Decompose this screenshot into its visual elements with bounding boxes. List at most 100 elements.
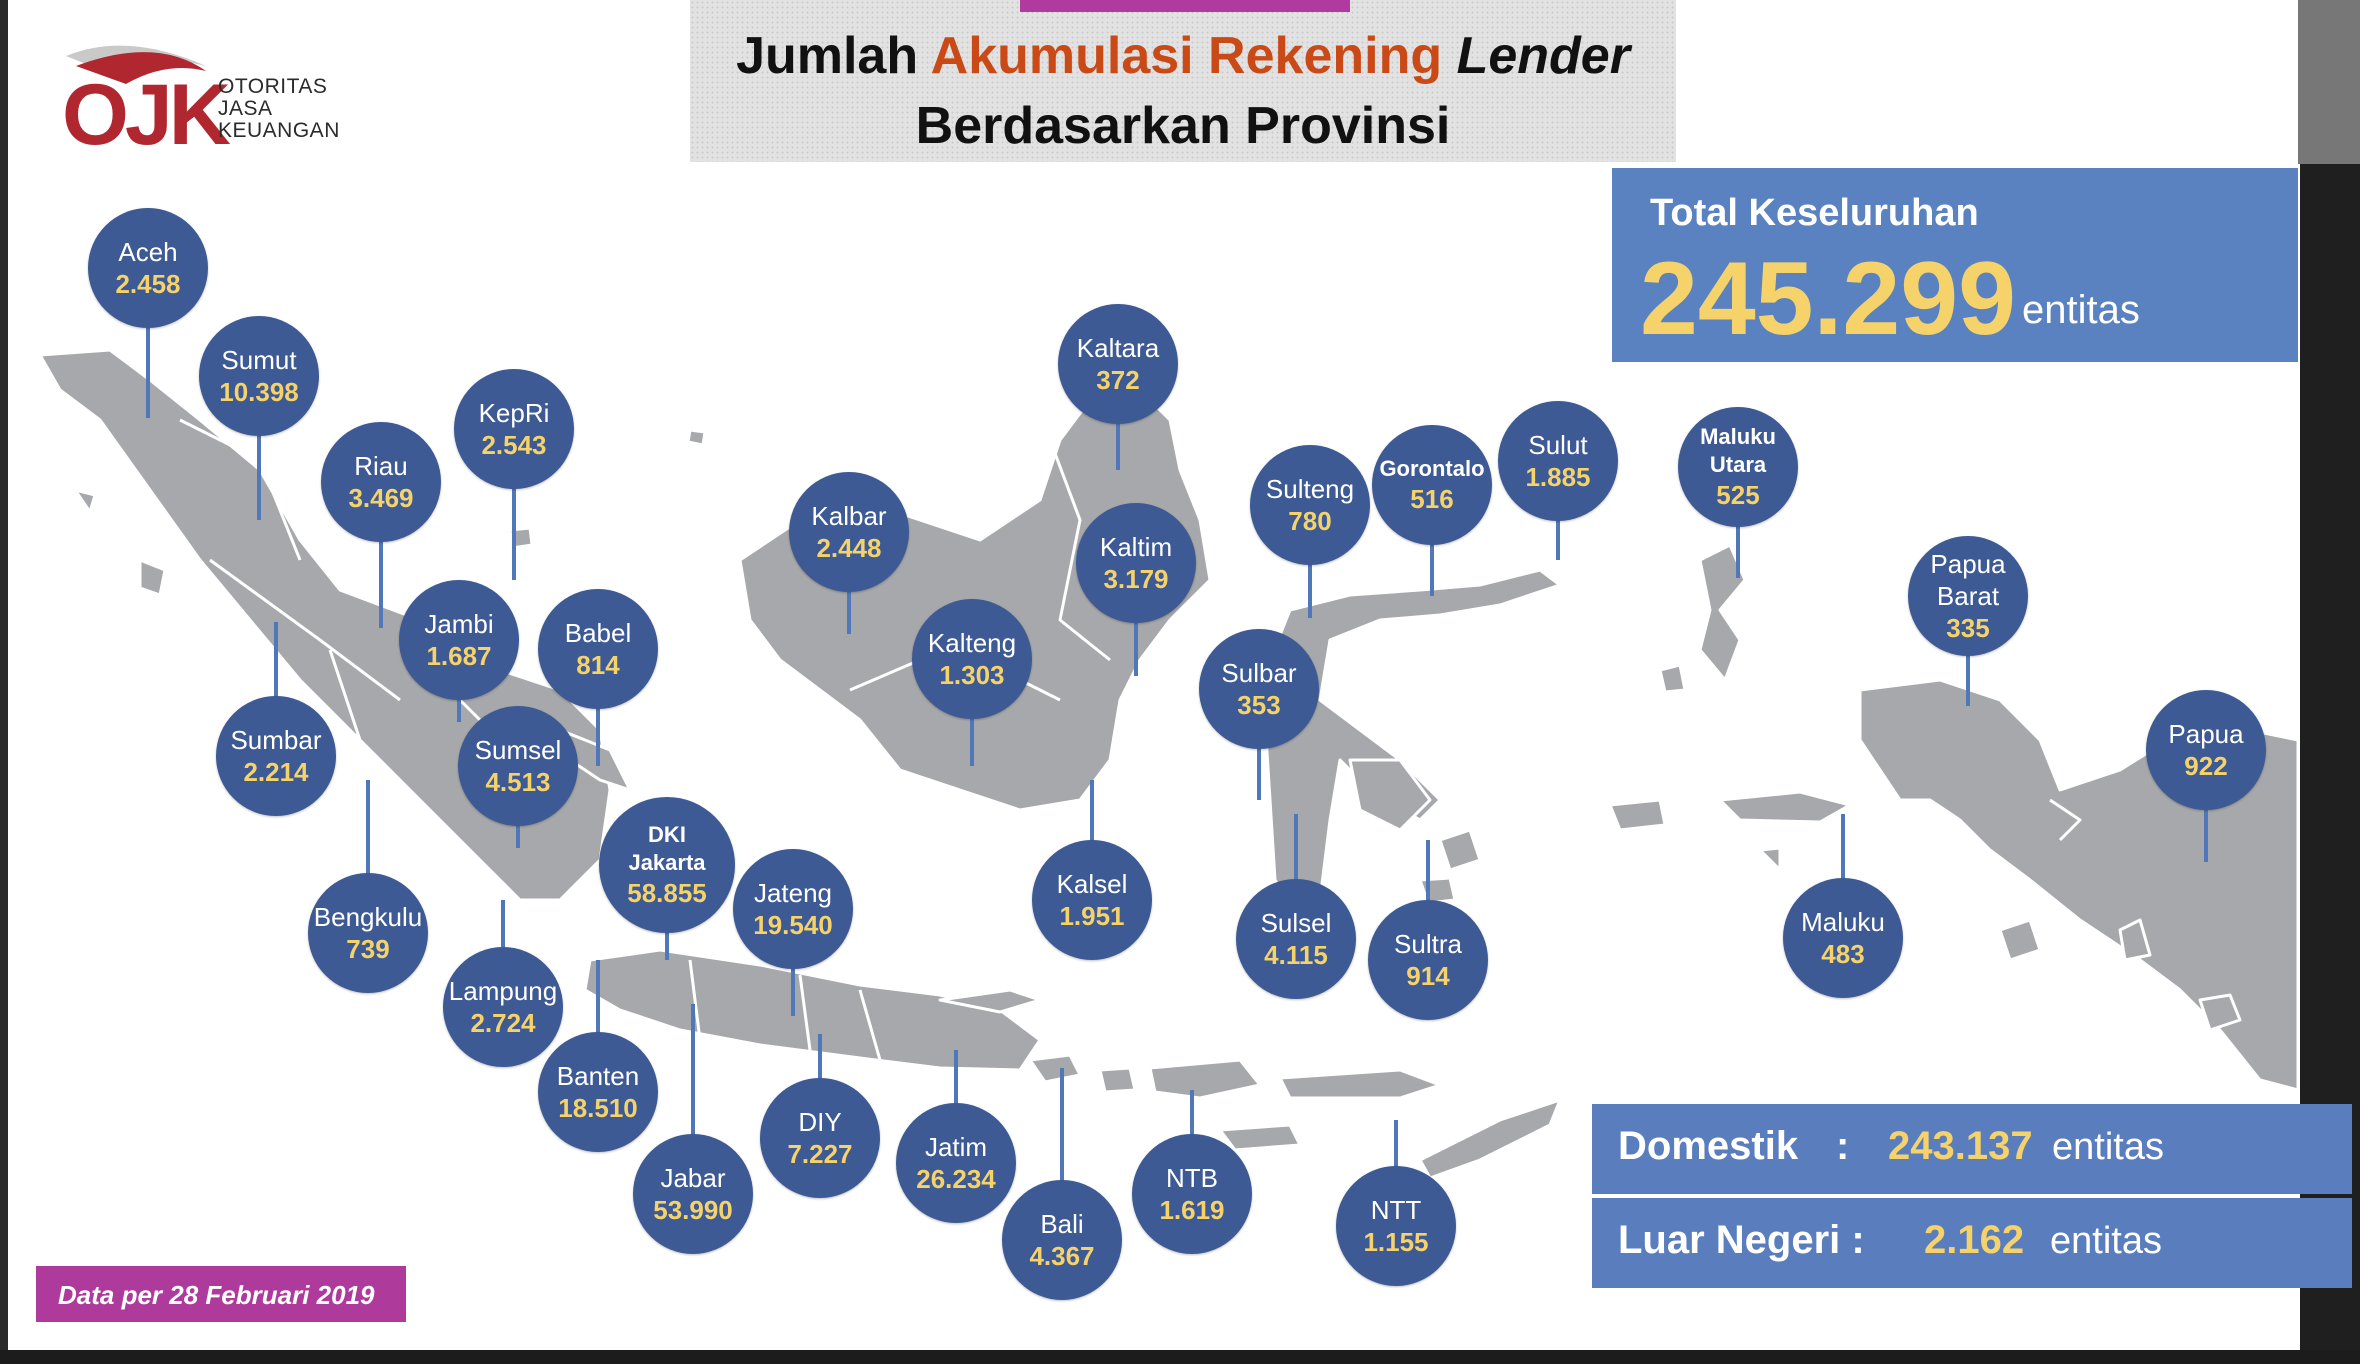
province-bubble-sulteng: Sulteng 780 [1250,445,1370,565]
island-lombok [1098,1066,1137,1094]
province-value-sulsel: 4.115 [1264,940,1328,970]
window-frame-right-top [2298,0,2360,164]
province-value-sumut: 10.398 [219,377,299,407]
province-bubble-sulsel: Sulsel 4.115 [1236,879,1356,999]
luar-negeri-value: 2.162 [1924,1218,2025,1262]
province-bubble-ntt: NTT 1.155 [1336,1166,1456,1286]
province-name-aceh: Aceh [118,237,178,267]
province-value-dki: 58.855 [627,878,707,908]
province-name-kaltim: Kaltim [1099,532,1173,562]
province-name-ntb: NTB [1166,1163,1218,1193]
island-bali [1028,1053,1082,1084]
province-name-jateng: Jateng [753,878,833,908]
province-name-pabar-1: Barat [1936,581,2000,611]
stem-bali [1060,1068,1064,1240]
province-value-jateng: 19.540 [753,910,833,940]
province-value-kalteng: 1.303 [939,660,1005,690]
province-name-pabar-0: Papua [1930,549,2006,579]
stem-jabar [691,1004,695,1194]
province-bubble-sulut: Sulut 1.885 [1498,401,1618,521]
province-value-ntb: 1.619 [1159,1195,1225,1225]
date-note: Data per 28 Februari 2019 [58,1280,375,1310]
province-value-pabar: 335 [1946,613,1990,643]
island-buru [1608,798,1667,832]
province-bubble-dki: DKI Jakarta 58.855 [599,797,735,933]
province-name-kaltara: Kaltara [1076,333,1160,363]
domestik-box: Domestik : 243.137 entitas [1592,1104,2352,1194]
province-value-diy: 7.227 [787,1139,853,1169]
province-bubble-lampung: Lampung 2.724 [443,947,563,1067]
province-value-sultra: 914 [1406,961,1450,991]
title-part-1: Jumlah [736,27,931,85]
province-bubble-pabar: Papua Barat 335 [1908,536,2028,656]
province-bubble-sumsel: Sumsel 4.513 [458,706,578,826]
province-value-jabar: 53.990 [653,1195,733,1225]
province-name-kalsel: Kalsel [1056,869,1128,899]
title-accent-bar [1020,0,1350,12]
province-name-papua: Papua [2168,719,2244,749]
page-subtitle: Berdasarkan Provinsi [915,97,1451,155]
province-name-dki-1: Jakarta [628,850,706,875]
province-name-bali: Bali [1040,1209,1084,1239]
title-part-3: Lender [1456,27,1630,85]
province-name-sulbar: Sulbar [1221,658,1297,688]
province-value-jatim: 26.234 [916,1164,996,1194]
province-name-dki-0: DKI [648,822,686,847]
province-name-sulut: Sulut [1528,430,1588,460]
island-timor [1418,1098,1562,1180]
province-value-lampung: 2.724 [470,1008,536,1038]
province-value-sulteng: 780 [1288,506,1332,536]
province-name-diy: DIY [798,1107,842,1137]
province-bubble-kalteng: Kalteng 1.303 [912,599,1032,719]
domestik-value: 243.137 [1888,1124,2033,1168]
province-value-jambi: 1.687 [426,641,492,671]
province-bubble-kalsel: Kalsel 1.951 [1032,840,1152,960]
province-name-sumut: Sumut [221,345,297,375]
stem-kepri [512,429,516,580]
province-name-sumsel: Sumsel [474,735,562,765]
province-value-banten: 18.510 [558,1093,638,1123]
province-bubble-kepri: KepRi 2.543 [454,369,574,489]
province-value-sumsel: 4.513 [485,767,551,797]
province-name-kalbar: Kalbar [811,501,887,531]
province-value-bali: 4.367 [1029,1241,1095,1271]
province-name-lampung: Lampung [448,976,558,1006]
province-bubble-kaltim: Kaltim 3.179 [1076,503,1196,623]
date-note-box: Data per 28 Februari 2019 [36,1266,406,1322]
province-bubble-gorontalo: Gorontalo 516 [1372,425,1492,545]
province-value-babel: 814 [576,650,620,680]
province-name-sumbar: Sumbar [230,725,322,755]
title-box: Jumlah Akumulasi Rekening Lender Berdasa… [690,0,1676,162]
province-name-jatim: Jatim [924,1132,988,1162]
province-bubble-sumut: Sumut 10.398 [199,316,319,436]
province-bubble-diy: DIY 7.227 [760,1078,880,1198]
province-name-sultra: Sultra [1394,929,1462,959]
province-bubble-kaltara: Kaltara 372 [1058,304,1178,424]
province-name-jabar: Jabar [660,1163,726,1193]
island-flores [1278,1068,1442,1100]
window-frame-left [0,0,8,1364]
province-value-kaltara: 372 [1096,365,1140,395]
domestik-label: Domestik [1618,1124,1799,1168]
island-halmahera [1698,543,1747,682]
province-value-kalsel: 1.951 [1059,901,1125,931]
logo-line-2: JASA [218,97,273,120]
province-bubble-maluku: Maluku 483 [1783,878,1903,998]
ojk-logo-mark-icon: OJK [62,45,235,163]
province-name-malut-0: Maluku [1700,424,1776,449]
island-sumba [1218,1123,1302,1152]
island-java [583,948,1042,1072]
page-title: Jumlah Akumulasi Rekening Lender [690,26,1676,86]
province-name-bengkulu: Bengkulu [313,902,423,932]
logo-line-1: OTORITAS [218,75,328,98]
province-name-banten: Banten [556,1061,640,1091]
province-name-jambi: Jambi [424,609,494,639]
province-value-bengkulu: 739 [346,934,390,964]
logo-text: OTORITAS JASA KEUANGAN [218,76,340,142]
province-value-sulbar: 353 [1237,690,1281,720]
province-value-sumbar: 2.214 [243,757,309,787]
stem-maluku [1841,814,1845,938]
province-name-sulsel: Sulsel [1260,908,1332,938]
province-value-kalbar: 2.448 [816,533,882,563]
province-value-sulut: 1.885 [1525,462,1591,492]
